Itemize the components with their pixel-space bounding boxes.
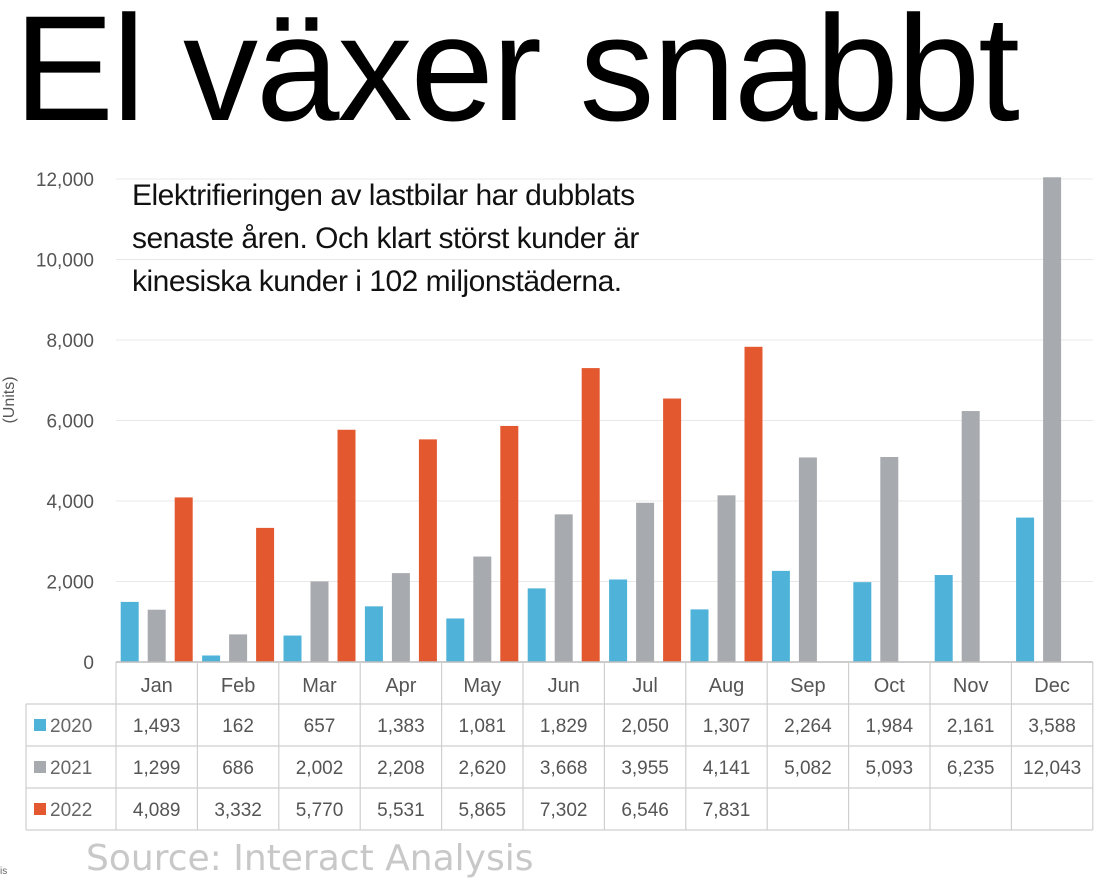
data-label: 4,141 [703, 758, 751, 779]
bar-2021-jan [147, 609, 166, 662]
y-axis-label: (Units) [1, 376, 18, 423]
bar-2020-oct [853, 582, 872, 662]
bar-2021-apr [391, 573, 410, 662]
data-label: 4,089 [133, 800, 181, 821]
data-label: 3,588 [1028, 716, 1076, 737]
corner-label: is [0, 866, 8, 877]
x-tick-label: Jul [632, 675, 658, 697]
data-label: 7,302 [540, 800, 588, 821]
data-label: 1,493 [133, 716, 181, 737]
data-label: 5,770 [296, 800, 344, 821]
y-tick-label: 10,000 [36, 251, 94, 272]
legend-swatch-2020 [34, 719, 46, 731]
page-title: El växer snabbt [14, 0, 1020, 152]
y-tick-label: 4,000 [46, 492, 94, 513]
x-tick-label: Apr [385, 675, 416, 697]
data-label: 1,307 [703, 716, 751, 737]
bar-2020-nov [934, 575, 953, 662]
bar-2020-may [446, 618, 465, 662]
legend-label: 2021 [50, 758, 92, 779]
chart-subtitle: Elektrifieringen av lastbilar har dubbla… [132, 174, 732, 303]
x-tick-label: Mar [302, 675, 337, 697]
data-label: 162 [222, 716, 254, 737]
data-label: 1,081 [459, 716, 507, 737]
y-tick-label: 6,000 [46, 412, 94, 433]
bar-2020-jul [609, 579, 628, 662]
bar-2020-sep [771, 570, 790, 662]
y-tick-label: 8,000 [46, 331, 94, 352]
bar-2021-jun [554, 514, 573, 662]
data-label: 1,299 [133, 758, 181, 779]
bar-2020-feb [202, 655, 221, 662]
x-tick-label: Jan [141, 675, 173, 697]
x-tick-label: Dec [1034, 675, 1070, 697]
x-tick-label: Oct [874, 675, 906, 697]
bar-2022-may [500, 425, 519, 662]
data-label: 2,050 [621, 716, 669, 737]
data-label: 686 [222, 758, 254, 779]
bar-2021-nov [961, 411, 980, 662]
y-tick-label: 2,000 [46, 573, 94, 594]
bar-2022-jun [581, 368, 600, 662]
bar-2021-mar [310, 581, 329, 662]
data-label: 6,235 [947, 758, 995, 779]
legend-swatch-2021 [34, 761, 46, 773]
data-label: 3,332 [214, 800, 262, 821]
source-note: Source: Interact Analysis [86, 838, 534, 879]
x-tick-label: Feb [221, 675, 255, 697]
bar-2022-mar [337, 429, 356, 662]
bar-2020-aug [690, 609, 709, 662]
bar-2022-jan [174, 497, 193, 662]
data-label: 657 [304, 716, 336, 737]
bar-2021-jul [636, 502, 655, 662]
bar-2021-may [473, 556, 492, 662]
bar-2020-dec [1016, 517, 1035, 662]
bar-2021-aug [717, 495, 736, 662]
data-label: 1,829 [540, 716, 588, 737]
y-tick-label: 0 [83, 653, 94, 674]
bar-2022-apr [418, 439, 437, 662]
bar-2022-aug [744, 346, 763, 662]
legend-swatch-2022 [34, 803, 46, 815]
data-label: 2,002 [296, 758, 344, 779]
data-label: 7,831 [703, 800, 751, 821]
data-label: 5,082 [784, 758, 832, 779]
data-label: 1,984 [866, 716, 914, 737]
data-label: 2,620 [459, 758, 507, 779]
data-label: 2,264 [784, 716, 832, 737]
x-tick-label: Nov [953, 675, 989, 697]
bar-2021-feb [229, 634, 248, 662]
bar-2020-mar [283, 635, 302, 662]
bar-2021-oct [880, 457, 899, 662]
legend-label: 2022 [50, 800, 92, 821]
x-tick-label: Jun [548, 675, 580, 697]
data-label: 5,865 [459, 800, 507, 821]
subtitle-line: Elektrifieringen av lastbilar har dubbla… [132, 179, 635, 212]
legend-label: 2020 [50, 716, 92, 737]
x-tick-label: May [463, 675, 501, 697]
subtitle-line: kinesiska kunder i 102 miljonstäderna. [132, 265, 622, 298]
data-label: 6,546 [621, 800, 669, 821]
bar-2022-jul [663, 398, 682, 662]
data-label: 12,043 [1023, 758, 1081, 779]
data-label: 5,093 [866, 758, 914, 779]
data-label: 3,955 [621, 758, 669, 779]
x-tick-label: Sep [790, 675, 826, 697]
data-label: 5,531 [377, 800, 425, 821]
bar-2022-feb [256, 527, 275, 662]
y-tick-label: 12,000 [36, 170, 94, 191]
data-label: 1,383 [377, 716, 425, 737]
data-label: 3,668 [540, 758, 588, 779]
bar-2020-jan [120, 601, 139, 662]
bar-2020-apr [364, 606, 383, 662]
x-tick-label: Aug [709, 675, 745, 697]
data-label: 2,208 [377, 758, 425, 779]
bar-2021-sep [798, 457, 817, 662]
data-label: 2,161 [947, 716, 995, 737]
subtitle-line: senaste åren. Och klart störst kunder är [132, 222, 639, 255]
bar-2021-dec [1043, 177, 1062, 662]
bar-2020-jun [527, 588, 546, 662]
